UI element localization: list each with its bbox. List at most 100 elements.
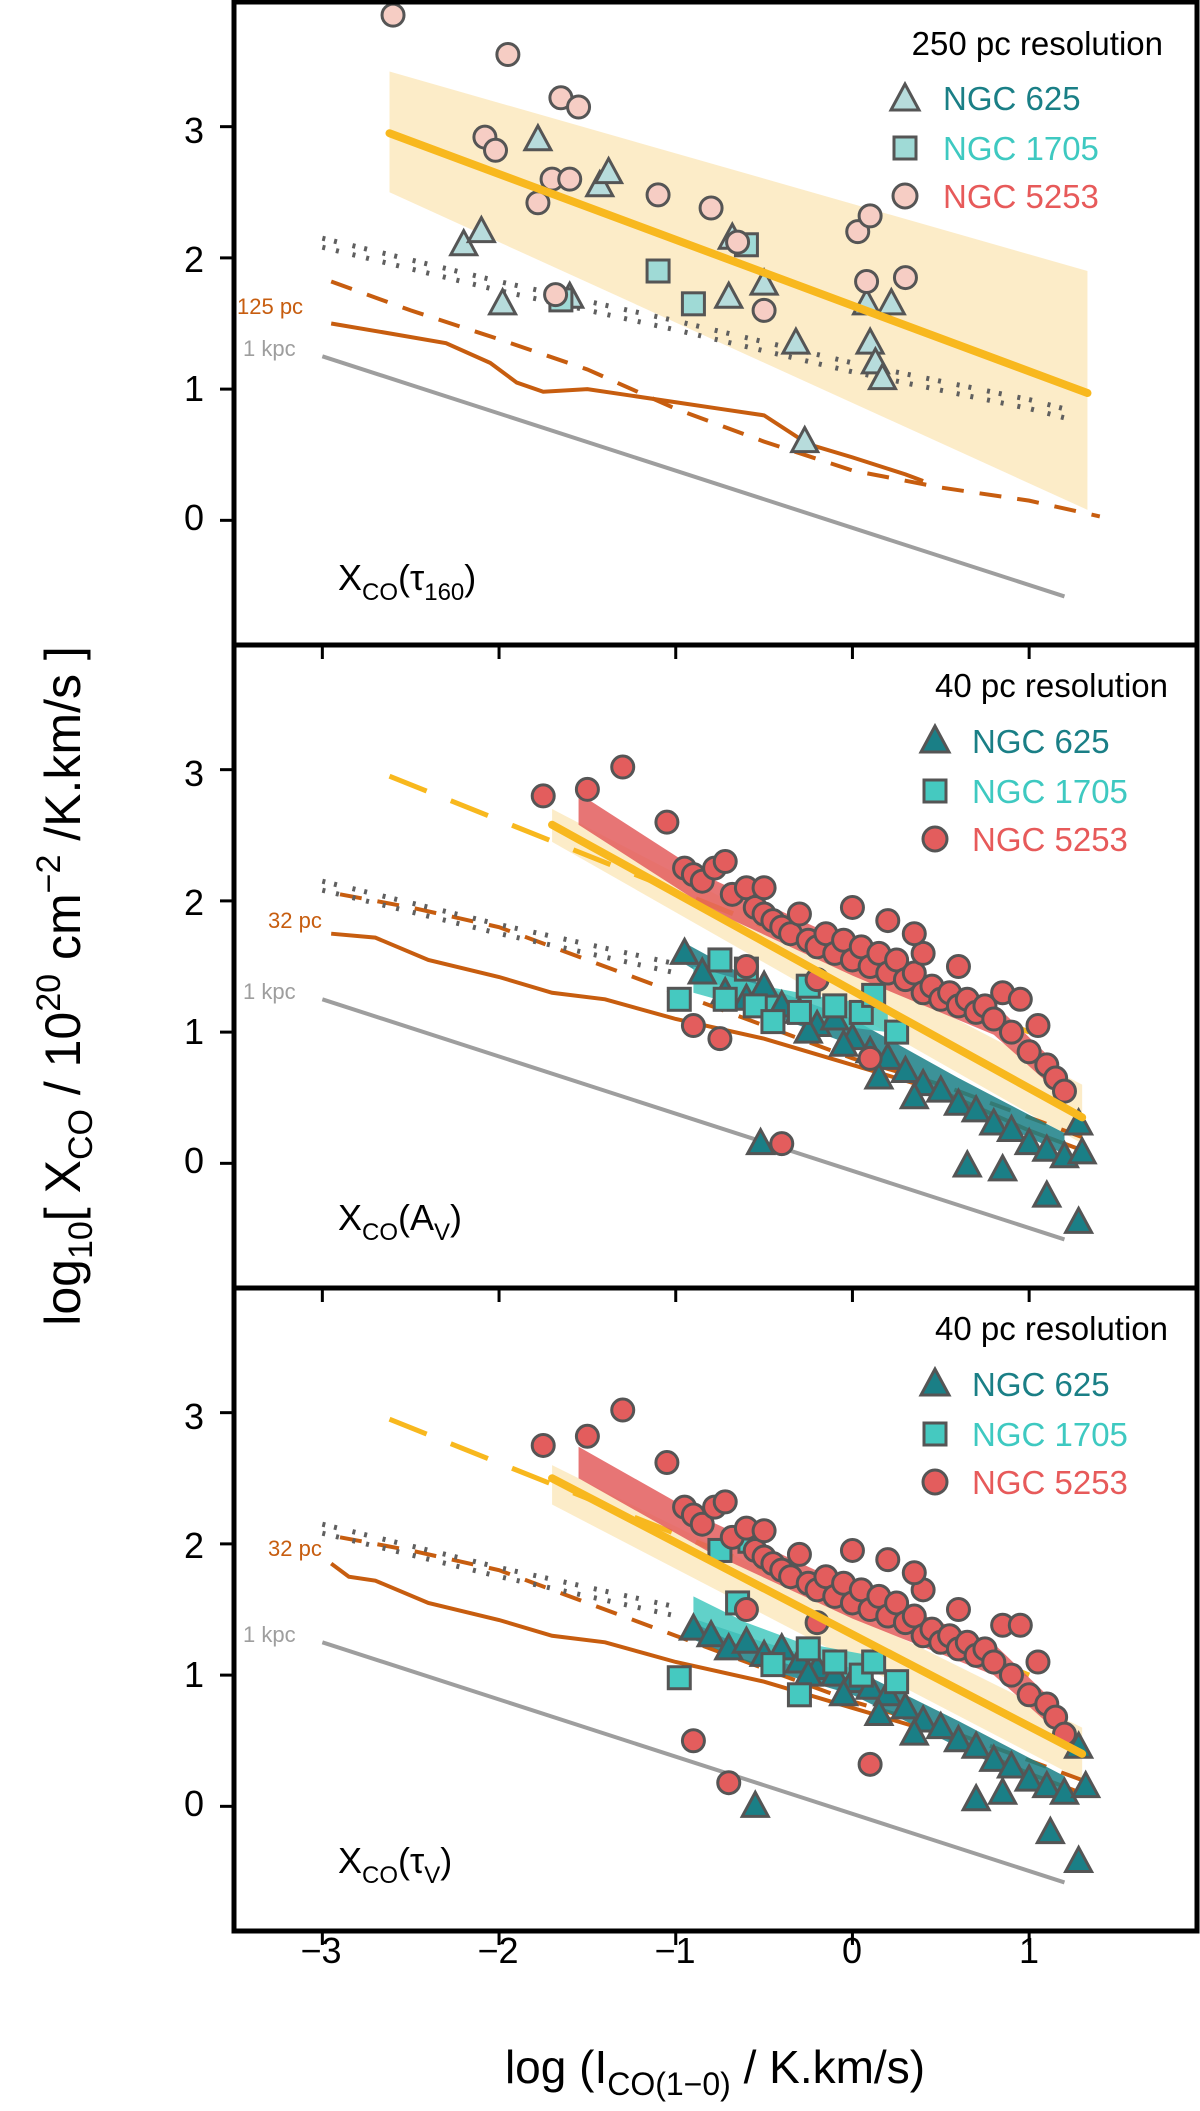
legend-marker-ngc1705 (922, 1421, 948, 1447)
y-label-prefix: log (35, 1259, 91, 1326)
model-label-gray: 1 kpc (243, 336, 296, 361)
point-ngc625 (695, 1618, 727, 1648)
point-ngc625 (789, 424, 821, 454)
point-ngc1705 (884, 1019, 910, 1045)
point-ngc5253 (981, 1006, 1007, 1032)
point-ngc625 (863, 1697, 895, 1726)
point-ngc625 (978, 1743, 1010, 1772)
legend: NGC 625 NGC 1705 NGC 5253 (918, 1365, 1128, 1501)
legend-marker-ngc5253 (921, 825, 949, 853)
point-ngc5253 (380, 2, 406, 28)
fit-line (548, 820, 1087, 1122)
panel-label-x: X (338, 557, 362, 598)
point-ngc5253 (712, 1489, 738, 1515)
point-ngc5253 (689, 1511, 715, 1537)
point-ngc5253 (645, 182, 671, 208)
point-ngc5253 (786, 1541, 812, 1567)
point-ngc5253 (483, 137, 509, 163)
point-ngc625 (925, 1710, 957, 1740)
y-tick-labels: 0 1 2 3 (184, 1396, 204, 1824)
panel-plot-area (321, 754, 1098, 1242)
point-ngc625 (942, 1087, 974, 1116)
point-ngc625 (465, 214, 497, 244)
point-ngc5253 (530, 1432, 556, 1458)
point-ngc1705 (786, 1682, 812, 1708)
panel-label-x: X (338, 1197, 362, 1238)
panel-label-arg: (A (398, 1197, 434, 1238)
point-ngc5253 (854, 269, 880, 295)
point-ngc625 (677, 1612, 709, 1641)
point-ngc5253 (530, 783, 556, 809)
y-tick-label: 2 (184, 1525, 204, 1566)
point-ngc5253 (680, 1728, 706, 1754)
point-ngc1705 (822, 1649, 848, 1675)
model-line-gray-solid (321, 354, 1066, 599)
point-ngc625 (942, 1723, 974, 1753)
panel-label-arg: (τ (398, 557, 424, 598)
point-ngc5253 (610, 1397, 636, 1423)
legend-marker-ngc5253 (891, 182, 919, 210)
point-ngc5253 (875, 1547, 901, 1573)
point-ngc625 (1013, 1762, 1045, 1792)
model-line-orange-solid (330, 321, 924, 483)
point-ngc625 (889, 1690, 921, 1720)
point-ngc625 (863, 1060, 895, 1090)
point-ngc625 (748, 266, 780, 296)
point-ngc5253 (543, 282, 569, 308)
point-ngc625 (1031, 1178, 1063, 1208)
point-ngc625 (1031, 1133, 1063, 1162)
point-ngc5253 (574, 1423, 600, 1449)
legend-marker-ngc5253 (921, 1468, 949, 1496)
point-ngc1705 (884, 1669, 910, 1695)
panel-label-sub: CO (362, 1862, 398, 1889)
point-ngc5253 (566, 94, 592, 120)
point-ngc5253 (875, 908, 901, 934)
point-ngc1705 (795, 1636, 821, 1662)
legend-label-ngc1705: NGC 1705 (943, 130, 1099, 167)
point-ngc625 (739, 1789, 771, 1818)
panel-label-arg-sub: V (434, 1219, 450, 1246)
model-label-gray: 1 kpc (243, 1622, 296, 1647)
point-ngc5253 (733, 1597, 759, 1622)
panel-plot-area (321, 2, 1101, 599)
point-ngc1705 (680, 291, 706, 317)
legend: NGC 625 NGC 1705 NGC 5253 (918, 722, 1128, 858)
point-ngc625 (669, 936, 701, 965)
panel-label-sub: CO (362, 1219, 398, 1246)
point-ngc1705 (666, 986, 692, 1012)
point-ngc625 (1013, 1126, 1045, 1156)
point-ngc5253 (751, 297, 777, 323)
fit-line (548, 1474, 1087, 1758)
point-ngc1705 (666, 1665, 692, 1691)
point-ngc625 (1031, 1769, 1063, 1799)
point-ngc5253 (1025, 1013, 1051, 1039)
point-ngc5253 (945, 1597, 971, 1622)
point-ngc5253 (707, 1026, 733, 1052)
point-ngc625 (978, 1106, 1010, 1136)
y-label-tail: /K.km/s ] (35, 646, 91, 854)
point-ngc1705 (786, 999, 812, 1025)
point-ngc625 (987, 1152, 1019, 1182)
model-line-dark-dashdot (321, 878, 677, 967)
point-ngc5253 (1051, 1078, 1077, 1104)
point-ngc625 (951, 1148, 983, 1178)
point-ngc625 (925, 1074, 957, 1103)
model-label-orange: 32 pc (268, 908, 322, 933)
panel-250pc: 0 1 2 3 250 pc resolution XCO(τ160) 125 … (184, 0, 1200, 659)
point-ngc625 (792, 1014, 824, 1044)
panel-label: XCO(τV) (338, 1840, 452, 1889)
y-tick-labels: 0 1 2 3 (184, 753, 204, 1181)
point-ngc625 (828, 1028, 860, 1057)
y-label-x-sub: CO (62, 1109, 100, 1160)
point-ngc625 (898, 1080, 930, 1110)
model-line-gray-solid (321, 997, 1066, 1242)
point-ngc1705 (861, 1649, 887, 1675)
point-ngc5253 (901, 921, 927, 947)
legend-label-ngc1705: NGC 1705 (972, 1416, 1128, 1453)
point-ngc1705 (645, 258, 671, 284)
y-tick-label: 2 (184, 239, 204, 280)
point-ngc625 (1034, 1815, 1066, 1845)
point-ngc625 (1063, 1844, 1095, 1873)
model-label-gray: 1 kpc (243, 979, 296, 1004)
point-ngc5253 (1007, 1612, 1033, 1638)
